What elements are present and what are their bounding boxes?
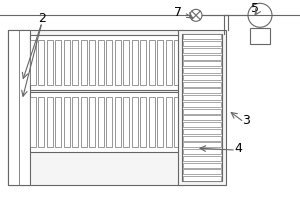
Bar bbox=[183, 149, 221, 154]
Bar bbox=[89, 40, 95, 85]
Bar bbox=[81, 97, 87, 147]
Bar bbox=[183, 115, 221, 120]
Text: 3: 3 bbox=[242, 114, 250, 127]
Bar bbox=[183, 75, 221, 80]
Bar bbox=[38, 97, 44, 147]
Bar bbox=[123, 40, 129, 85]
Text: 2: 2 bbox=[38, 12, 46, 25]
Bar bbox=[148, 97, 154, 147]
Bar bbox=[106, 40, 112, 85]
Bar bbox=[140, 40, 146, 85]
Bar bbox=[64, 40, 70, 85]
Bar bbox=[183, 41, 221, 46]
Bar bbox=[183, 68, 221, 73]
Bar bbox=[47, 40, 53, 85]
Bar bbox=[183, 109, 221, 114]
Bar bbox=[64, 97, 70, 147]
Bar bbox=[183, 61, 221, 66]
Bar bbox=[183, 156, 221, 161]
Bar bbox=[56, 97, 62, 147]
Bar bbox=[157, 40, 163, 85]
Bar bbox=[8, 30, 30, 185]
Bar bbox=[123, 97, 129, 147]
Text: 5: 5 bbox=[251, 2, 259, 15]
Bar bbox=[81, 40, 87, 85]
Bar bbox=[30, 97, 36, 147]
Bar bbox=[182, 34, 222, 181]
Bar bbox=[30, 92, 180, 152]
Bar bbox=[183, 95, 221, 100]
Bar bbox=[183, 176, 221, 181]
Bar bbox=[166, 40, 172, 85]
Bar bbox=[183, 55, 221, 60]
Bar bbox=[98, 97, 104, 147]
Bar bbox=[148, 40, 154, 85]
Bar bbox=[47, 97, 53, 147]
Bar bbox=[183, 48, 221, 53]
Bar bbox=[157, 97, 163, 147]
Bar bbox=[166, 97, 172, 147]
Bar bbox=[132, 97, 138, 147]
Bar bbox=[72, 97, 78, 147]
Bar bbox=[183, 82, 221, 87]
Bar bbox=[183, 129, 221, 134]
Bar bbox=[30, 35, 180, 90]
Bar bbox=[183, 169, 221, 174]
Bar bbox=[38, 40, 44, 85]
Bar bbox=[183, 122, 221, 127]
Bar bbox=[30, 40, 36, 85]
Bar bbox=[98, 40, 104, 85]
Bar bbox=[140, 97, 146, 147]
Text: 7: 7 bbox=[174, 6, 182, 19]
Bar bbox=[106, 97, 112, 147]
Bar bbox=[72, 40, 78, 85]
Text: 4: 4 bbox=[234, 142, 242, 155]
Bar bbox=[174, 97, 180, 147]
Bar bbox=[183, 142, 221, 147]
Bar bbox=[56, 40, 62, 85]
Bar bbox=[178, 30, 226, 185]
Bar bbox=[174, 40, 180, 85]
Bar bbox=[183, 163, 221, 168]
Bar bbox=[8, 30, 183, 185]
Bar bbox=[183, 102, 221, 107]
Bar bbox=[183, 34, 221, 39]
Bar bbox=[183, 136, 221, 141]
Bar bbox=[183, 88, 221, 93]
Bar bbox=[89, 97, 95, 147]
Bar bbox=[250, 28, 270, 44]
Bar bbox=[115, 40, 121, 85]
Bar bbox=[115, 97, 121, 147]
Bar bbox=[132, 40, 138, 85]
